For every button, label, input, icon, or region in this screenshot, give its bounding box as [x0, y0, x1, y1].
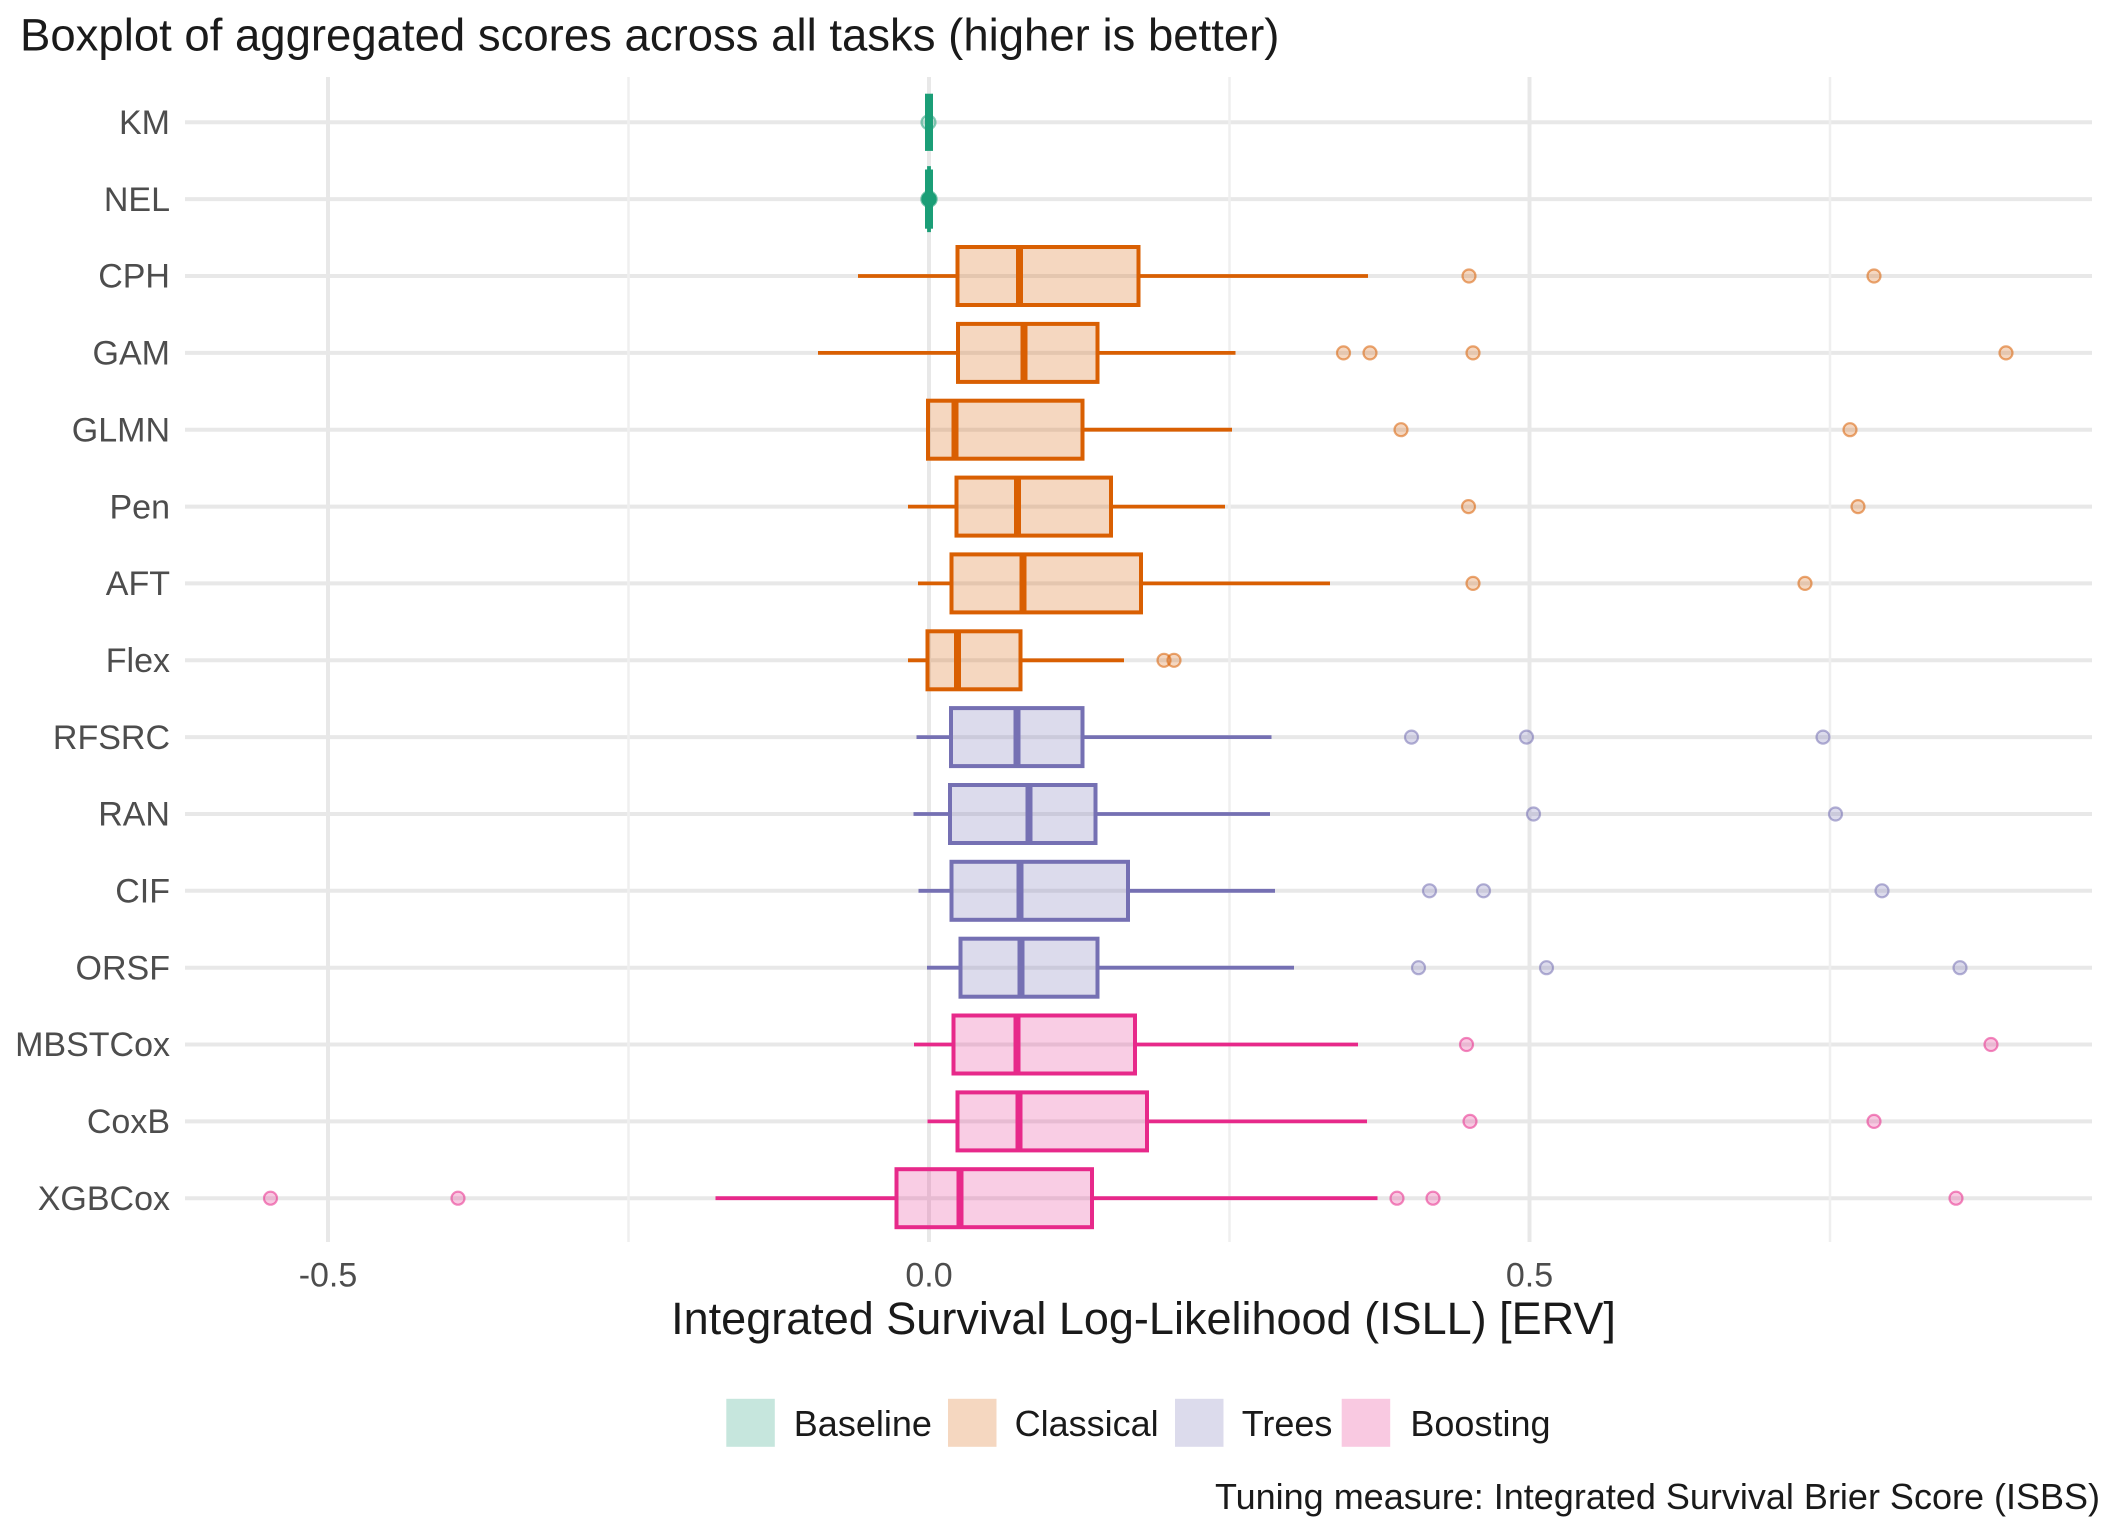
svg-text:CIF: CIF: [115, 873, 170, 911]
svg-text:-0.5: -0.5: [299, 1257, 358, 1295]
svg-text:XGBCox: XGBCox: [38, 1180, 170, 1218]
svg-text:Integrated Survival Log-Likeli: Integrated Survival Log-Likelihood (ISLL…: [671, 1293, 1616, 1344]
svg-text:RFSRC: RFSRC: [53, 719, 170, 757]
svg-text:Trees: Trees: [1242, 1403, 1333, 1444]
svg-text:Boosting: Boosting: [1410, 1403, 1550, 1444]
svg-text:AFT: AFT: [106, 565, 170, 603]
svg-text:GLMN: GLMN: [72, 411, 170, 449]
svg-text:Baseline: Baseline: [794, 1403, 932, 1444]
svg-text:CPH: CPH: [98, 258, 170, 296]
svg-text:0.5: 0.5: [1506, 1257, 1553, 1295]
svg-text:MBSTCox: MBSTCox: [15, 1026, 170, 1064]
svg-text:0.0: 0.0: [905, 1257, 952, 1295]
svg-text:Pen: Pen: [110, 488, 171, 526]
svg-text:GAM: GAM: [93, 335, 170, 373]
svg-text:Flex: Flex: [106, 642, 170, 680]
svg-text:ORSF: ORSF: [76, 949, 170, 987]
svg-text:RAN: RAN: [98, 796, 170, 834]
svg-text:KM: KM: [119, 104, 170, 142]
svg-text:Tuning measure: Integrated Sur: Tuning measure: Integrated Survival Brie…: [1215, 1476, 2100, 1517]
svg-text:CoxB: CoxB: [87, 1103, 170, 1141]
svg-text:NEL: NEL: [104, 181, 170, 219]
svg-text:Boxplot of aggregated scores a: Boxplot of aggregated scores across all …: [20, 10, 1279, 61]
svg-text:Classical: Classical: [1015, 1403, 1159, 1444]
